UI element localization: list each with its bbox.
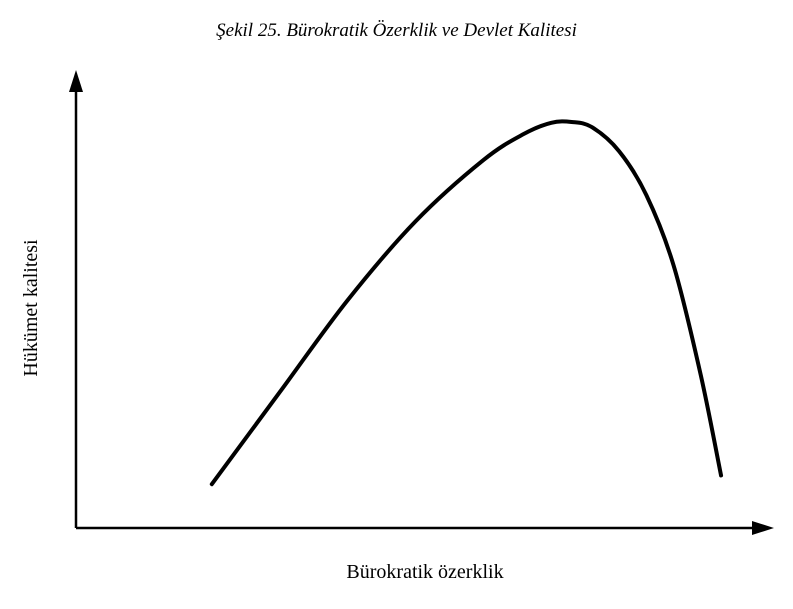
chart-title: Şekil 25. Bürokratik Özerklik ve Devlet … — [216, 20, 577, 41]
y-axis-arrowhead — [69, 70, 83, 92]
series-layer — [209, 119, 724, 487]
y-axis-label: Hükümet kalitesi — [20, 239, 42, 377]
series-line-0 — [209, 119, 724, 487]
x-axis-arrowhead — [752, 521, 774, 535]
x-axis-label: Bürokratik özerklik — [346, 561, 504, 583]
axes — [69, 70, 774, 535]
